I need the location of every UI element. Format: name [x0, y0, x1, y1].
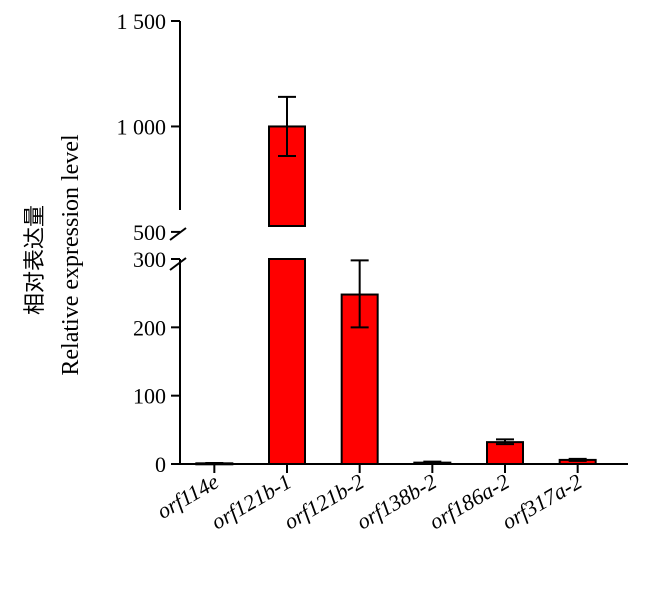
y-axis-title: Relative expression level	[58, 134, 84, 376]
error-bars-layer	[205, 95, 587, 465]
y-tick-label: 200	[133, 315, 166, 340]
x-tick-label: orf121b-1	[207, 469, 296, 535]
y-tick-label: 500	[133, 220, 166, 245]
y-tick-label: 100	[133, 384, 166, 409]
x-tick-label: orf317a-2	[497, 469, 586, 535]
y-tick-label: 0	[155, 452, 166, 477]
axis-break-mark-upper	[169, 227, 187, 241]
y-tick-label: 1 000	[117, 114, 167, 139]
y-axis-title-chinese: 相对表达量	[23, 205, 48, 315]
x-tick-label: orf138b-2	[352, 469, 441, 535]
y-tick-label: 1 500	[117, 9, 167, 34]
y-tick-label: 300	[133, 247, 166, 272]
axis-break-mark-lower	[169, 257, 187, 271]
axes-layer	[169, 20, 628, 473]
x-tick-label: orf186a-2	[425, 469, 514, 535]
bar-orf186a-2	[486, 441, 524, 465]
x-tick-label: orf121b-2	[279, 469, 368, 535]
bars-layer	[195, 125, 597, 466]
bar-orf121b-1-lower	[268, 258, 306, 465]
